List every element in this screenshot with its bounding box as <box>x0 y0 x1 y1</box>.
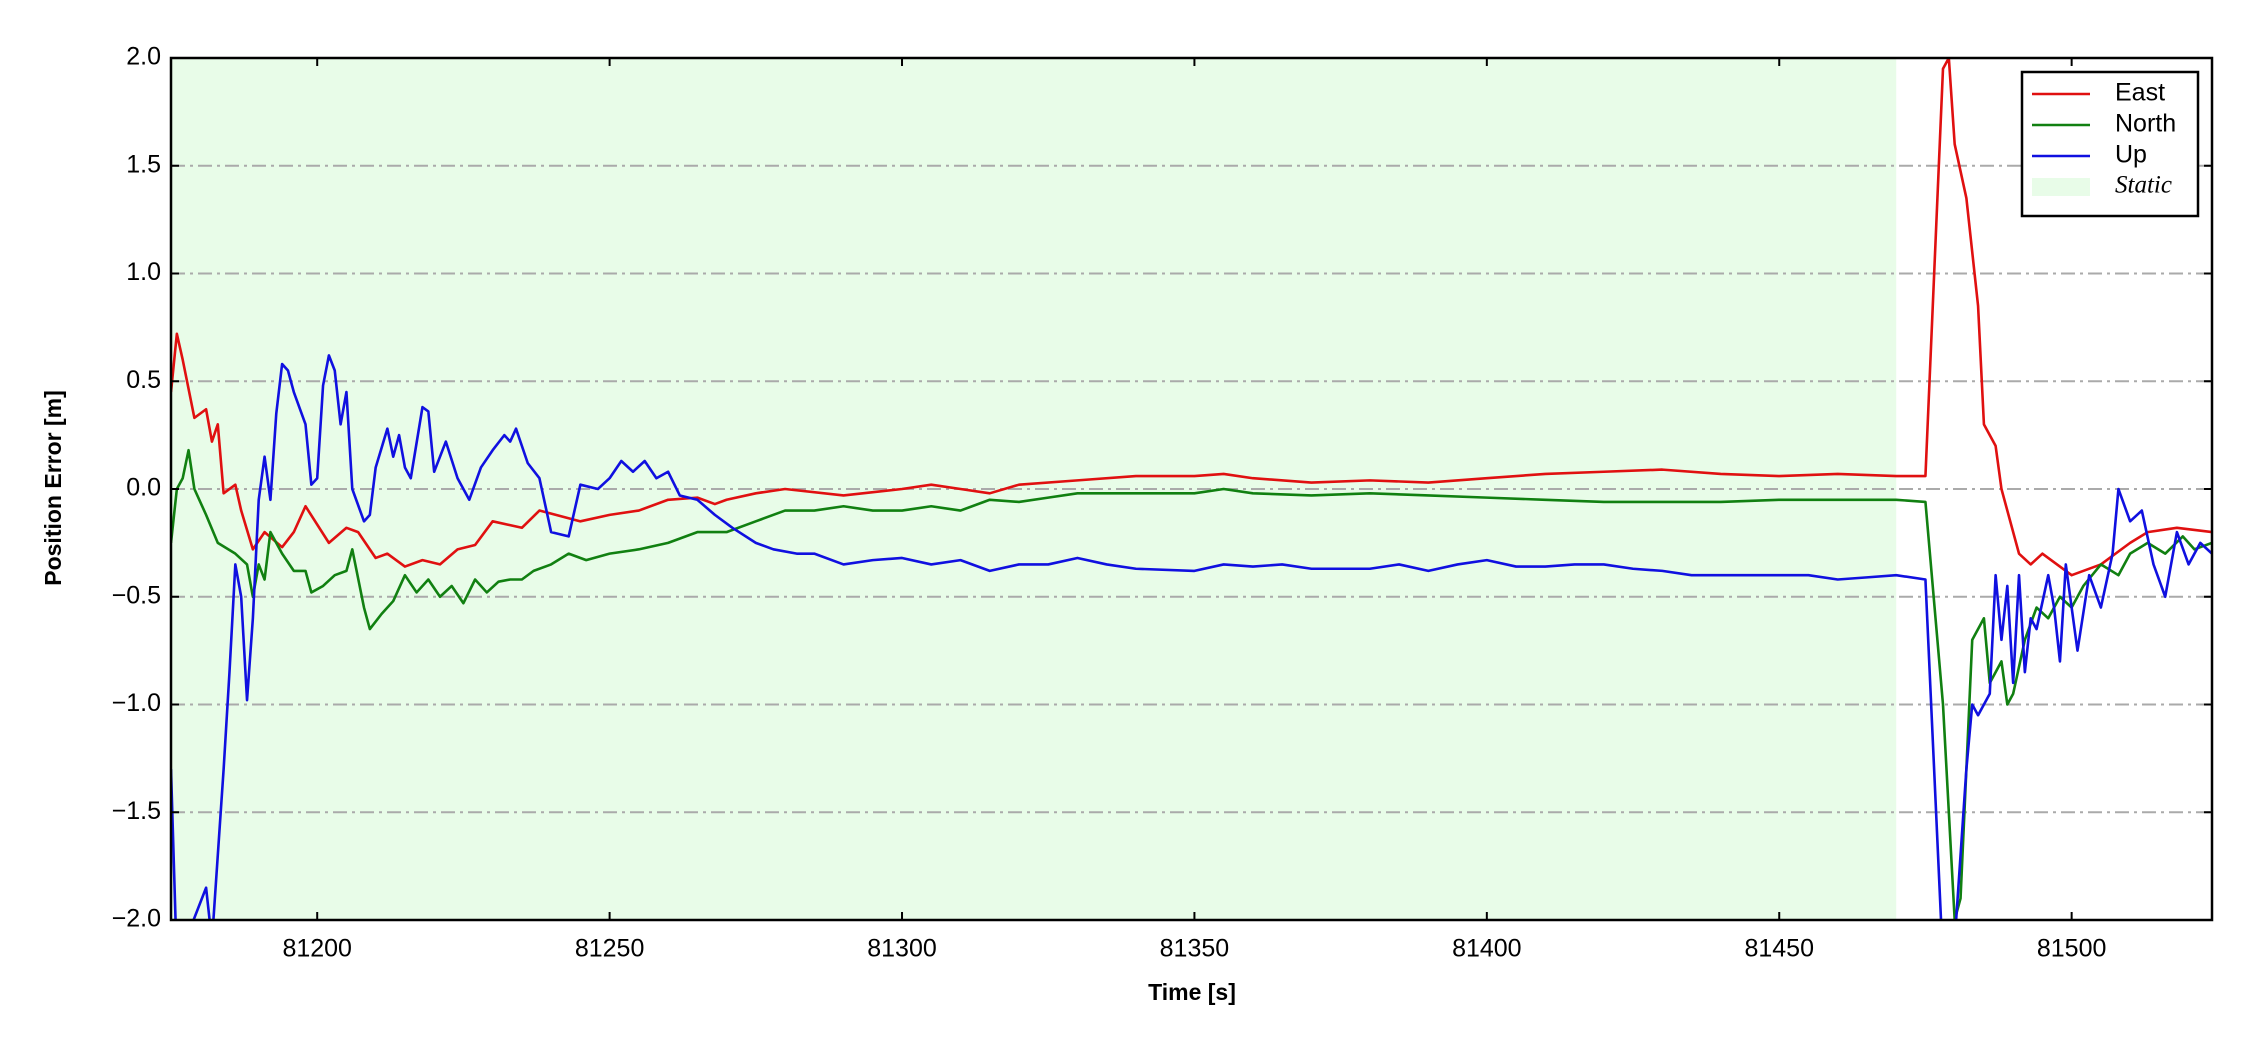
y-tick-label: 2.0 <box>126 43 161 71</box>
x-tick-label: 81250 <box>575 935 645 963</box>
y-tick-label: 1.5 <box>126 150 161 178</box>
plot-background <box>171 58 2212 920</box>
legend-label: Up <box>2115 141 2147 169</box>
y-tick-label: −1.0 <box>112 689 161 717</box>
x-tick-label: 81350 <box>1160 935 1230 963</box>
y-tick-label: 1.0 <box>126 258 161 286</box>
legend-label: East <box>2115 79 2165 107</box>
y-axis-label: Position Error [m] <box>40 390 66 586</box>
y-tick-label: −2.0 <box>112 905 161 933</box>
y-tick-label: 0.5 <box>126 366 161 394</box>
x-tick-label: 81500 <box>2037 935 2107 963</box>
series-line <box>171 448 2212 920</box>
y-tick-label: 0.0 <box>126 474 161 502</box>
y-tick-label: −1.5 <box>112 797 161 825</box>
x-axis-label: Time [s] <box>1148 979 1236 1005</box>
x-tick-label: 81300 <box>867 935 937 963</box>
legend-swatch <box>2032 178 2090 196</box>
legend: East North Up Static <box>2020 70 2200 218</box>
x-tick-label: 81400 <box>1452 935 1522 963</box>
x-tick-label: 81450 <box>1744 935 1814 963</box>
series-line <box>171 354 2212 920</box>
x-tick-label: 81200 <box>282 935 352 963</box>
y-tick-label: −0.5 <box>112 581 161 609</box>
axes: −2.0 −1.5 −1.0 −0.5 0.0 0.5 1.0 1.5 2.0 81200 8125… <box>112 43 2212 963</box>
series-line <box>171 58 2212 577</box>
legend-label: Static <box>2115 172 2172 199</box>
plot-area <box>171 58 2212 920</box>
legend-label: North <box>2115 110 2176 138</box>
